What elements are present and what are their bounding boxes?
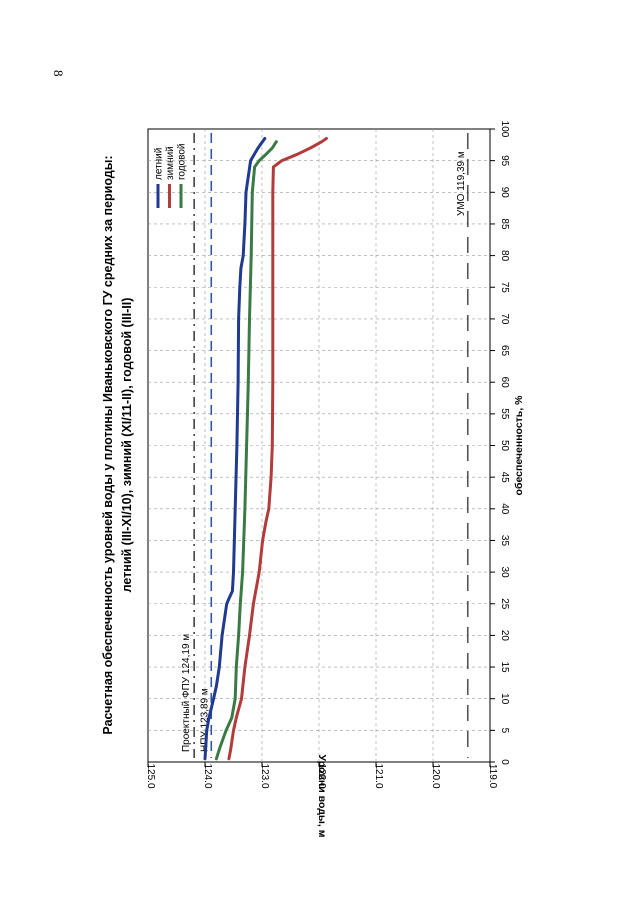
x-tick-label: 50 [499, 440, 510, 452]
y-tick-label: 125.0 [145, 763, 156, 788]
y-tick-label: 121.0 [373, 763, 384, 788]
x-axis-title: обеспеченность, % [513, 395, 525, 496]
x-tick-label: 55 [499, 408, 510, 420]
x-tick-label: 80 [499, 250, 510, 262]
ref-label-npu: НПУ 123,89 м [199, 688, 210, 752]
chart-title-line1: Расчетная обеспеченность уровней воды у … [101, 155, 115, 734]
ref-label-fpu: Проектный ФПУ 124,19 м [181, 634, 192, 752]
legend-label: летний [154, 148, 165, 180]
x-tick-label: 25 [499, 598, 510, 610]
legend-label: зимний [165, 146, 176, 180]
x-tick-label: 90 [499, 187, 510, 199]
x-tick-label: 30 [499, 567, 510, 579]
legend: летний зимний годовой [154, 143, 188, 208]
x-tick-label: 100 [499, 121, 510, 138]
page-number: 8 [51, 70, 66, 77]
x-tick-label: 85 [499, 218, 510, 230]
x-tick-label: 15 [499, 661, 510, 673]
series-line-summer [203, 137, 267, 761]
y-tick-label: 119.0 [487, 764, 498, 789]
legend-label: годовой [177, 143, 188, 180]
chart-title-line2: летний (III-XI/10), зимний (XI/11-II), г… [120, 298, 134, 593]
x-tick-label: 5 [499, 728, 510, 734]
series-line-annual [214, 140, 278, 761]
x-tick-label: 35 [499, 535, 510, 547]
x-tick-label: 40 [499, 503, 510, 515]
x-tick-label: 75 [499, 282, 510, 294]
x-tick-label: 95 [499, 155, 510, 167]
x-tick-label: 20 [499, 630, 510, 642]
x-tick-label: 60 [499, 377, 510, 389]
y-tick-label: 122.0 [316, 763, 327, 788]
x-tick-label: 45 [499, 472, 510, 484]
x-tick-label: 10 [499, 693, 510, 705]
y-tick-label: 124.0 [202, 763, 213, 788]
ref-label-umo: УМО 119,39 м [456, 151, 467, 216]
series-line-winter [227, 137, 328, 761]
y-tick-label: 123.0 [259, 763, 270, 788]
y-axis-title: Уровни воды, м [316, 755, 328, 838]
x-tick-label: 65 [499, 345, 510, 357]
plot-area: 125.0 124.0 123.0 122.0 121.0 120.0 119.00 5 10 1… [101, 121, 525, 838]
x-tick-label: 0 [499, 759, 510, 765]
y-tick-label: 120.0 [430, 763, 441, 788]
x-tick-label: 70 [499, 313, 510, 325]
